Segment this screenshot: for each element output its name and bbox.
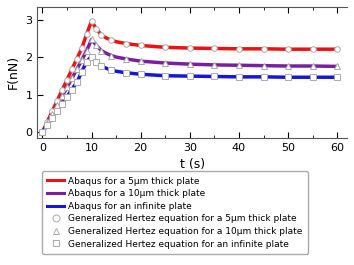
- Legend: Abaqus for a 5μm thick plate, Abaqus for a 10μm thick plate, Abaqus for an infin: Abaqus for a 5μm thick plate, Abaqus for…: [42, 171, 308, 254]
- X-axis label: t (s): t (s): [180, 158, 205, 171]
- Y-axis label: F(nN): F(nN): [7, 55, 20, 89]
